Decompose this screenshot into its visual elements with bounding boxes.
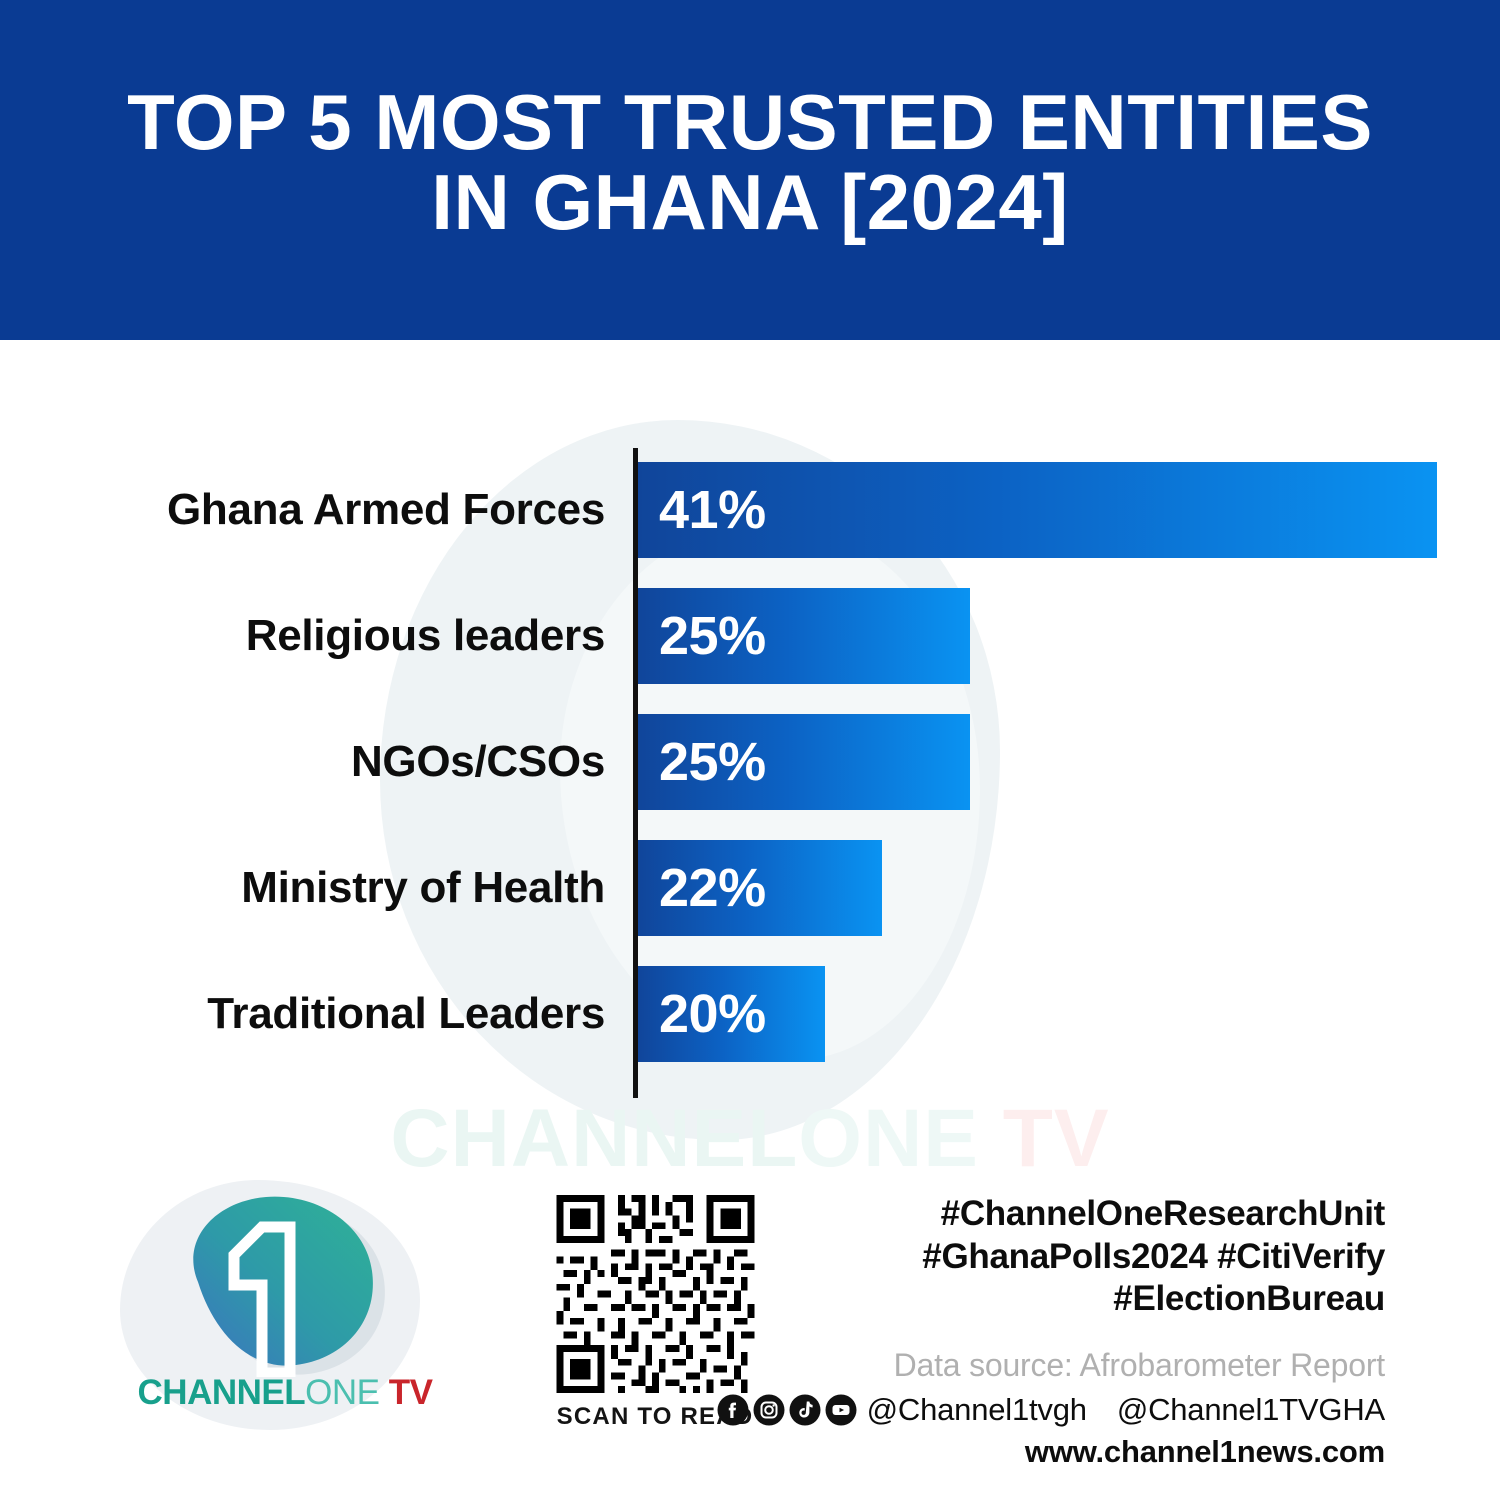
bar-track: 20% [637,966,825,1062]
table-row: Traditional Leaders 20% [0,966,1500,1062]
bar-track: 25% [637,714,970,810]
bar-track: 22% [637,840,882,936]
bar-category-label: Ghana Armed Forces [167,485,605,534]
table-row: Ministry of Health 22% [0,840,1500,936]
logo-mark-icon [193,1196,385,1377]
bar-category-label: Ministry of Health [241,863,605,912]
bar-category-label: NGOs/CSOs [350,737,605,786]
social-row: @Channel1tvgh @Channel1TVGHA [717,1392,1385,1428]
facebook-icon[interactable] [717,1394,749,1426]
youtube-icon[interactable] [825,1394,857,1426]
table-row: NGOs/CSOs 25% [0,714,1500,810]
bar-value-label: 20% [659,984,766,1044]
bar-track: 41% [637,462,1437,558]
bar-value-label: 25% [659,606,766,666]
watermark-part-tv: TV [979,1093,1110,1184]
bar-value-label: 22% [659,858,766,918]
bar-fill: 25% [637,714,970,810]
bar-fill: 25% [637,588,970,684]
qr-code-icon[interactable] [552,1195,758,1393]
footer-meta: #ChannelOneResearchUnit #GhanaPolls2024 … [717,1193,1386,1470]
chart-axis-line [633,448,638,1098]
page-title: TOP 5 MOST TRUSTED ENTITIES IN GHANA [20… [127,78,1373,247]
website-url[interactable]: www.channel1news.com [1024,1434,1385,1470]
hashtags: #ChannelOneResearchUnit #GhanaPolls2024 … [922,1194,1385,1319]
handle-x[interactable]: @Channel1TVGHA [1116,1392,1385,1428]
footer: CHANNELONE TV [0,1185,1500,1469]
logo-word-one: ONE [305,1373,380,1412]
bar-fill: 41% [637,462,1437,558]
logo-word-tv: TV [379,1373,433,1412]
table-row: Religious leaders 25% [0,588,1500,684]
bar-category-label: Religious leaders [245,611,606,660]
bar-track: 25% [637,588,970,684]
data-source: Data source: Afrobarometer Report [893,1347,1386,1384]
instagram-icon[interactable] [753,1394,785,1426]
header-banner: TOP 5 MOST TRUSTED ENTITIES IN GHANA [20… [0,0,1500,340]
bar-fill: 22% [637,840,882,936]
bar-fill: 20% [637,966,825,1062]
bar-value-label: 41% [659,480,766,540]
bar-value-label: 25% [659,732,766,792]
logo-wordmark: CHANNELONE TV [120,1373,450,1413]
channel-one-logo[interactable]: CHANNELONE TV [120,1185,450,1435]
logo-word-channel: CHANNEL [137,1373,306,1412]
social-icon-group [717,1394,857,1426]
tiktok-icon[interactable] [789,1394,821,1426]
table-row: Ghana Armed Forces 41% [0,462,1500,558]
qr-code-block[interactable]: SCAN TO READ [540,1195,770,1431]
horizontal-bar-chart: Ghana Armed Forces 41% Religious leaders… [0,340,1500,1120]
handle-primary[interactable]: @Channel1tvgh [866,1392,1087,1428]
bar-category-label: Traditional Leaders [207,989,605,1038]
